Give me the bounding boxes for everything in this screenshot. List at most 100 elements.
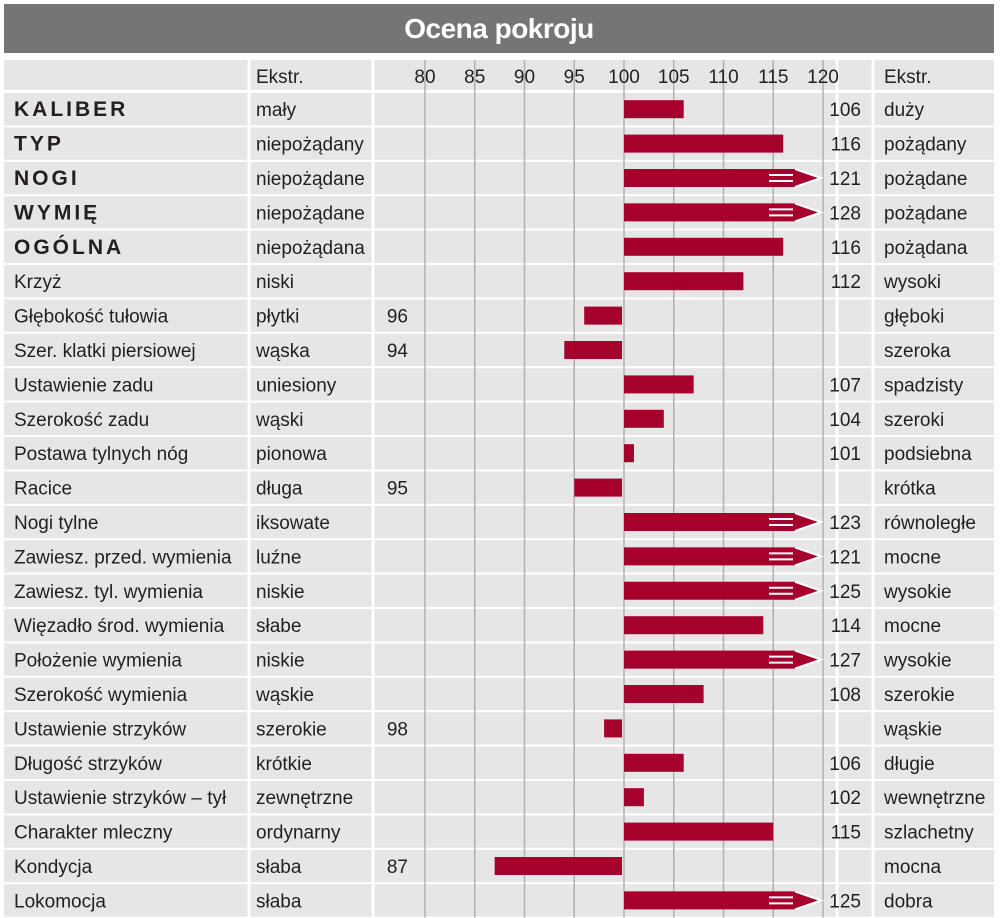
bar-overflow (624, 203, 821, 222)
low-extreme-label: zewnętrzne (256, 788, 353, 809)
bar (624, 822, 774, 841)
high-extreme-label: podsiebna (884, 444, 972, 465)
bar (574, 478, 622, 497)
table-row: Ustawienie zadu uniesiony spadzisty 107 (14, 375, 964, 396)
table-row: Szerokość zadu wąski szeroki 104 (14, 409, 944, 431)
low-extreme-label: szerokie (256, 719, 327, 740)
table-row: Postawa tylnych nóg pionowa podsiebna 101 (14, 444, 972, 465)
row-band (4, 230, 994, 263)
value-label: 125 (829, 582, 861, 603)
bar (564, 341, 622, 359)
table-row: Więzadło środ. wymienia słabe mocne 114 (14, 616, 941, 637)
high-extreme-label: spadzisty (884, 375, 964, 396)
low-extreme-label: wąska (255, 341, 310, 362)
value-label: 102 (829, 788, 861, 809)
overflow-arrow-head (794, 580, 825, 601)
table-row: Zawiesz. tyl. wymienia niskie wysokie 125 (14, 580, 952, 603)
row-band (4, 437, 994, 470)
row-band (4, 471, 994, 504)
high-extreme-label: długie (884, 754, 935, 775)
low-extreme-label: słaba (256, 857, 302, 878)
high-extreme-label: pożądany (884, 135, 967, 156)
high-extreme-label: wysokie (883, 582, 952, 603)
value-label: 114 (831, 616, 862, 637)
trait-label: Więzadło środ. wymienia (14, 616, 225, 637)
value-label: 115 (831, 823, 861, 844)
value-label: 108 (829, 685, 861, 706)
low-extreme-label: pionowa (256, 444, 327, 465)
table-row: OGÓLNA niepożądana pożądana 116 (14, 235, 968, 259)
bar (624, 685, 704, 703)
trait-label: Nogi tylne (14, 513, 99, 534)
high-extreme-label: głęboki (884, 307, 944, 328)
x-tick-label: 85 (464, 67, 485, 88)
left-extreme-header: Ekstr. (256, 67, 304, 88)
row-band (4, 712, 994, 745)
trait-label: WYMIĘ (14, 201, 100, 224)
bar (624, 788, 644, 807)
trait-label: Położenie wymienia (14, 651, 182, 672)
trait-label: Lokomocja (14, 891, 106, 912)
value-label: 116 (831, 238, 861, 259)
low-extreme-label: mały (256, 100, 297, 121)
table-row: Ustawienie strzyków – tył zewnętrzne wewnę… (14, 788, 985, 809)
bar (604, 719, 622, 738)
row-band (4, 402, 994, 435)
low-extreme-label: uniesiony (256, 375, 337, 396)
value-label: 95 (387, 479, 408, 500)
low-extreme-label: słabe (256, 616, 301, 637)
row-band (4, 643, 994, 676)
table-row: WYMIĘ niepożądane pożądane 128 (14, 201, 967, 224)
trait-label: Kondycja (14, 857, 93, 878)
high-extreme-label: mocne (884, 547, 941, 568)
row-band (4, 505, 994, 539)
x-tick-label: 90 (514, 67, 535, 88)
trait-label: Racice (14, 479, 72, 500)
trait-label: Szerokość zadu (14, 410, 149, 431)
bar (624, 375, 694, 394)
high-extreme-label: szeroka (884, 341, 951, 362)
low-extreme-label: luźne (256, 547, 301, 568)
value-label: 104 (829, 410, 861, 431)
high-extreme-label: wysoki (883, 272, 941, 293)
low-extreme-label: niepożądany (256, 135, 364, 156)
bar (584, 306, 622, 325)
value-label: 94 (387, 341, 409, 362)
row-band (4, 93, 994, 126)
low-extreme-label: długa (256, 479, 303, 500)
high-extreme-label: mocne (884, 616, 941, 637)
row-band (4, 127, 994, 160)
trait-label: Ustawienie strzyków – tył (14, 788, 227, 809)
bar (494, 857, 622, 875)
high-extreme-label: krótka (884, 479, 936, 500)
trait-label: Szerokość wymienia (14, 685, 188, 706)
table-row: Nogi tylne iksowate równoległe 123 (14, 512, 976, 534)
value-label: 106 (829, 754, 861, 775)
trait-label: OGÓLNA (14, 235, 124, 259)
trait-label: KALIBER (14, 98, 128, 121)
chart-title: Ocena pokroju (4, 4, 994, 53)
table-row: Racice długa krótka 95 (14, 478, 936, 500)
low-extreme-label: niepożądane (256, 203, 365, 224)
table-row: Głębokość tułowia płytki głęboki 96 (14, 306, 944, 328)
row-band (4, 196, 994, 229)
table-row: Charakter mleczny ordynarny szlachetny 115 (14, 822, 974, 844)
overflow-arrow-head (794, 202, 825, 223)
bar (624, 753, 684, 772)
high-extreme-label: wysokie (883, 651, 952, 672)
low-extreme-label: niski (256, 272, 294, 293)
high-extreme-label: mocna (884, 857, 941, 878)
overflow-arrow-head (794, 649, 825, 670)
row-band (4, 884, 994, 917)
overflow-arrow-head (794, 546, 825, 567)
trait-label: TYP (14, 133, 64, 156)
row-band (4, 746, 994, 779)
x-tick-label: 110 (708, 67, 738, 88)
overflow-arrow-head (794, 168, 825, 188)
row-band (4, 299, 994, 332)
table-row: TYP niepożądany pożądany 116 (14, 133, 967, 156)
high-extreme-label: pożądane (884, 169, 967, 190)
table-row: Szerokość wymienia wąskie szerokie 108 (14, 685, 955, 706)
row-band (4, 815, 994, 848)
